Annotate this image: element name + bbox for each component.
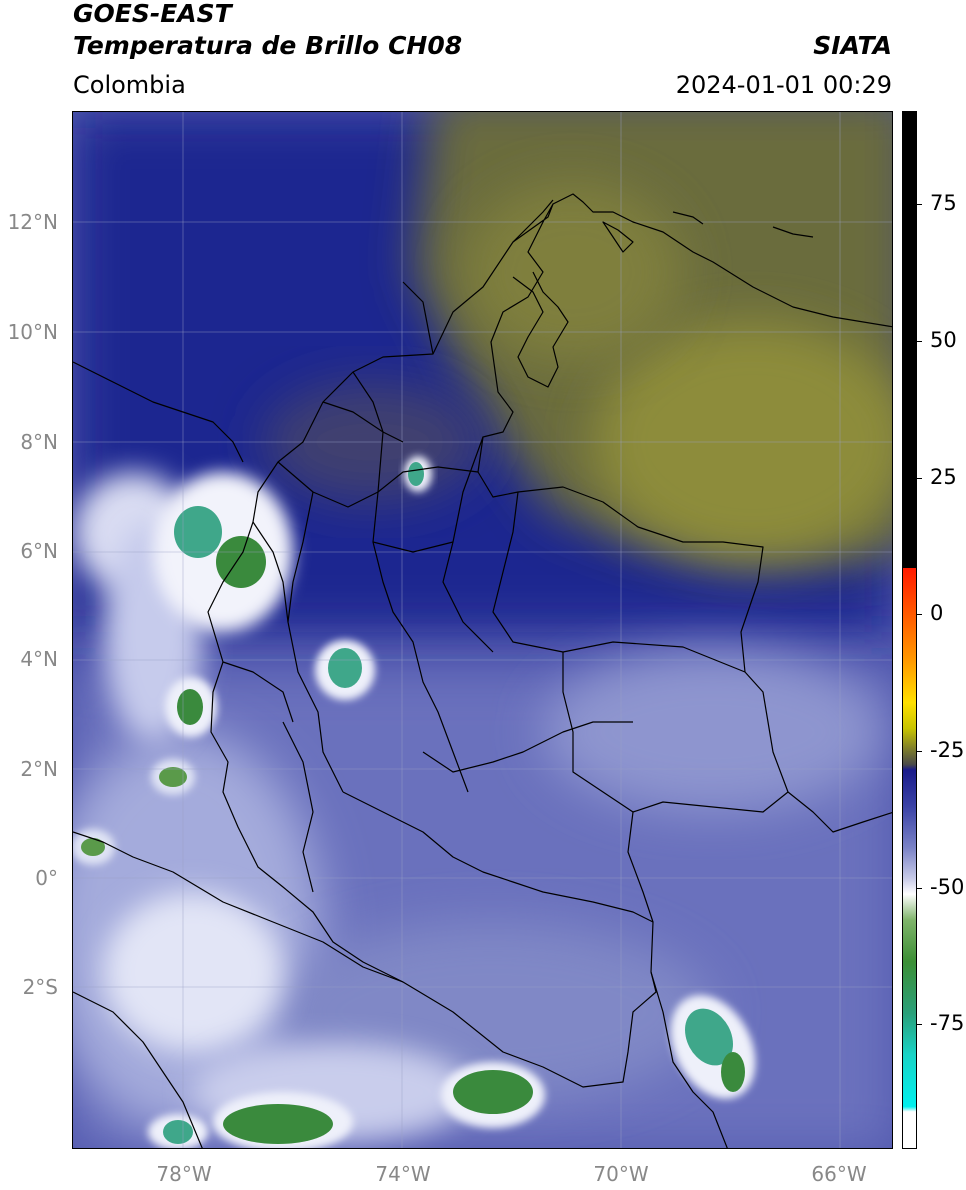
colombia-outline <box>207 203 789 1088</box>
colorbar <box>902 111 917 1149</box>
brazil-border-2 <box>787 791 892 833</box>
colorbar-tick <box>917 888 922 889</box>
colorbar-tick <box>917 204 922 205</box>
colorbar-tick <box>917 614 922 615</box>
dept-14 <box>322 401 404 443</box>
lon-label: 70°W <box>593 1162 649 1186</box>
panama-coast <box>73 361 244 463</box>
lon-label: 78°W <box>156 1162 212 1186</box>
colorbar-label: 25 <box>930 465 957 489</box>
colorbar-tick <box>917 341 922 342</box>
dept-9 <box>282 721 314 893</box>
dept-11 <box>252 521 289 623</box>
lat-label: 12°N <box>7 210 58 234</box>
colorbar-label: 75 <box>930 191 957 215</box>
dept-13 <box>352 281 434 493</box>
colorbar-tick <box>917 1024 922 1025</box>
storm-cells <box>73 456 756 1148</box>
maracaibo-lake <box>512 271 569 388</box>
lat-label: 0° <box>35 866 58 890</box>
colorbar-tick <box>917 478 922 479</box>
light-cloud-se <box>543 652 883 812</box>
colorbar-tick <box>917 751 922 752</box>
dept-4 <box>442 436 494 653</box>
lat-label: 8°N <box>20 430 58 454</box>
satellite-map <box>72 111 893 1149</box>
title-line-1: GOES-EAST <box>73 0 232 28</box>
dept-10 <box>222 661 294 723</box>
lat-label: 4°N <box>20 647 58 671</box>
boundaries <box>73 193 892 1148</box>
colorbar-label: 50 <box>930 328 957 352</box>
lat-label: 2°N <box>20 757 58 781</box>
venezuela-coast <box>512 193 892 328</box>
lon-label: 74°W <box>375 1162 431 1186</box>
dept-12 <box>372 541 454 553</box>
colorbar-label: -25 <box>930 738 965 762</box>
island-2 <box>672 211 704 225</box>
lon-label: 66°W <box>811 1162 867 1186</box>
dept-5 <box>492 491 746 673</box>
dry-air-core-2 <box>463 182 683 362</box>
dept-3 <box>372 491 469 793</box>
lat-label: 2°S <box>22 975 58 999</box>
region-label: Colombia <box>73 71 186 99</box>
timestamp-label: 2024-01-01 00:29 <box>675 71 892 99</box>
ecuador-south <box>73 991 203 1148</box>
map-canvas <box>73 112 892 1148</box>
title-line-2: Temperatura de Brillo CH08 <box>73 31 463 60</box>
colorbar-label: -75 <box>930 1011 965 1035</box>
colorbar-label: -50 <box>930 875 965 899</box>
dept-6 <box>562 652 634 813</box>
brazil-border <box>650 971 728 1148</box>
colorbar-label: 0 <box>930 601 944 625</box>
lat-label: 6°N <box>20 539 58 563</box>
dept-7 <box>422 721 633 773</box>
peru-ecuador-line <box>73 831 404 983</box>
organization-label: SIATA <box>813 31 892 60</box>
dept-8 <box>342 791 654 923</box>
graticule <box>73 112 892 1148</box>
island-1 <box>602 221 634 253</box>
white-cloud-sw <box>103 892 283 1052</box>
lat-label: 10°N <box>7 320 58 344</box>
dept-2 <box>287 491 344 793</box>
island-3 <box>772 226 814 238</box>
